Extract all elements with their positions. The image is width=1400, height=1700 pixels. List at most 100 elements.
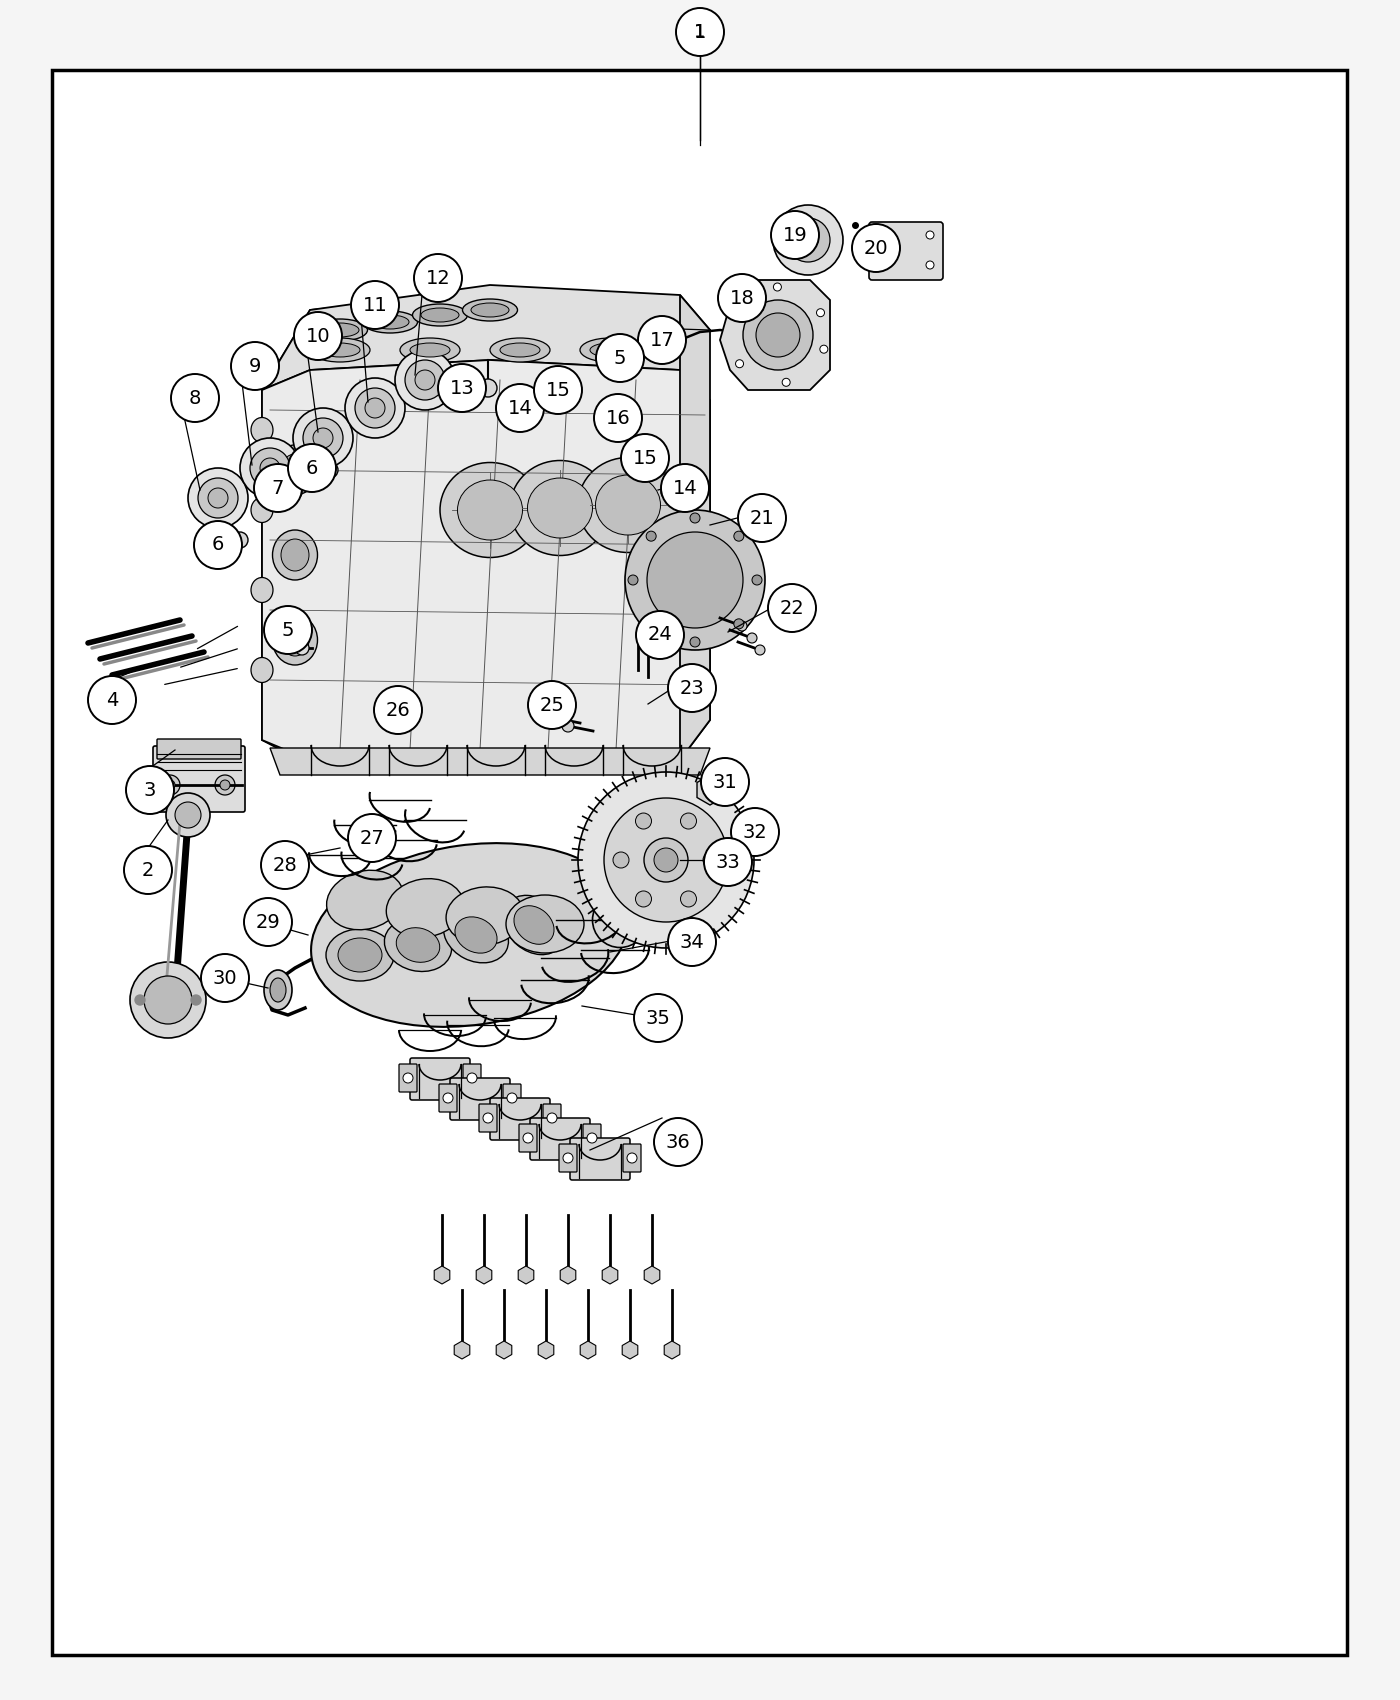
- Ellipse shape: [326, 870, 403, 930]
- Circle shape: [496, 384, 545, 432]
- Ellipse shape: [444, 908, 508, 962]
- Circle shape: [731, 309, 739, 318]
- FancyBboxPatch shape: [479, 1103, 497, 1132]
- Circle shape: [165, 780, 175, 791]
- Circle shape: [547, 1114, 557, 1124]
- FancyBboxPatch shape: [410, 1057, 470, 1100]
- FancyBboxPatch shape: [153, 746, 245, 813]
- Ellipse shape: [510, 461, 610, 556]
- Text: 32: 32: [742, 823, 767, 842]
- Text: 3: 3: [144, 780, 157, 799]
- Circle shape: [661, 484, 675, 500]
- Circle shape: [540, 391, 554, 405]
- Circle shape: [260, 842, 309, 889]
- Circle shape: [603, 797, 728, 921]
- Ellipse shape: [514, 906, 554, 944]
- Circle shape: [314, 428, 333, 449]
- FancyBboxPatch shape: [440, 1085, 456, 1112]
- Circle shape: [202, 954, 249, 1001]
- Circle shape: [344, 377, 405, 439]
- Ellipse shape: [273, 445, 318, 495]
- Text: 14: 14: [508, 398, 532, 418]
- Ellipse shape: [400, 338, 461, 362]
- Ellipse shape: [503, 896, 564, 955]
- Circle shape: [190, 994, 202, 1005]
- Circle shape: [260, 457, 280, 478]
- Text: 12: 12: [426, 269, 451, 287]
- Circle shape: [773, 282, 781, 291]
- Ellipse shape: [251, 658, 273, 682]
- Text: 15: 15: [633, 449, 658, 468]
- Ellipse shape: [371, 314, 409, 330]
- Text: 11: 11: [363, 296, 388, 314]
- Circle shape: [384, 712, 396, 724]
- Circle shape: [771, 211, 819, 258]
- Circle shape: [738, 495, 785, 542]
- Circle shape: [209, 488, 228, 508]
- Circle shape: [507, 1093, 517, 1103]
- Circle shape: [144, 976, 192, 1023]
- Circle shape: [647, 530, 657, 541]
- Ellipse shape: [385, 918, 452, 971]
- Text: 21: 21: [749, 508, 774, 527]
- Circle shape: [752, 575, 762, 585]
- Circle shape: [468, 1073, 477, 1083]
- Circle shape: [624, 510, 764, 649]
- FancyBboxPatch shape: [399, 1064, 417, 1091]
- Circle shape: [438, 364, 486, 411]
- Circle shape: [798, 230, 818, 250]
- Circle shape: [853, 224, 900, 272]
- Circle shape: [636, 813, 651, 830]
- Circle shape: [188, 468, 248, 529]
- Ellipse shape: [462, 299, 518, 321]
- Ellipse shape: [273, 530, 318, 580]
- Circle shape: [820, 345, 827, 354]
- Circle shape: [622, 434, 669, 483]
- Circle shape: [578, 772, 755, 949]
- Text: 5: 5: [281, 620, 294, 639]
- Circle shape: [374, 687, 421, 734]
- Circle shape: [612, 343, 624, 355]
- FancyBboxPatch shape: [623, 1144, 641, 1171]
- Text: 29: 29: [256, 913, 280, 932]
- Text: 20: 20: [864, 238, 889, 257]
- Circle shape: [624, 406, 640, 423]
- Circle shape: [594, 394, 643, 442]
- Text: 36: 36: [665, 1132, 690, 1151]
- Circle shape: [286, 627, 300, 643]
- Text: 19: 19: [783, 226, 808, 245]
- Circle shape: [773, 206, 843, 275]
- Circle shape: [356, 388, 395, 428]
- Ellipse shape: [455, 916, 497, 954]
- Text: 6: 6: [305, 459, 318, 478]
- Circle shape: [627, 1153, 637, 1163]
- Ellipse shape: [589, 343, 630, 357]
- Circle shape: [561, 377, 575, 393]
- Ellipse shape: [470, 303, 510, 316]
- Circle shape: [175, 802, 202, 828]
- Text: 8: 8: [189, 389, 202, 408]
- Text: 27: 27: [360, 828, 385, 848]
- Circle shape: [636, 610, 685, 660]
- Ellipse shape: [363, 311, 417, 333]
- Circle shape: [654, 848, 678, 872]
- Ellipse shape: [321, 323, 358, 337]
- Circle shape: [636, 891, 651, 908]
- Circle shape: [479, 379, 497, 398]
- Circle shape: [251, 449, 290, 488]
- Text: 28: 28: [273, 855, 297, 874]
- Text: 24: 24: [648, 626, 672, 644]
- Circle shape: [130, 962, 206, 1039]
- Text: 26: 26: [385, 700, 410, 719]
- Circle shape: [365, 398, 385, 418]
- Text: 4: 4: [106, 690, 118, 709]
- Ellipse shape: [458, 479, 522, 541]
- Circle shape: [748, 632, 757, 643]
- Text: 31: 31: [713, 772, 738, 792]
- Circle shape: [524, 1132, 533, 1142]
- Circle shape: [265, 605, 312, 654]
- Ellipse shape: [309, 338, 370, 362]
- Circle shape: [349, 814, 396, 862]
- Circle shape: [239, 439, 300, 498]
- Circle shape: [220, 780, 230, 791]
